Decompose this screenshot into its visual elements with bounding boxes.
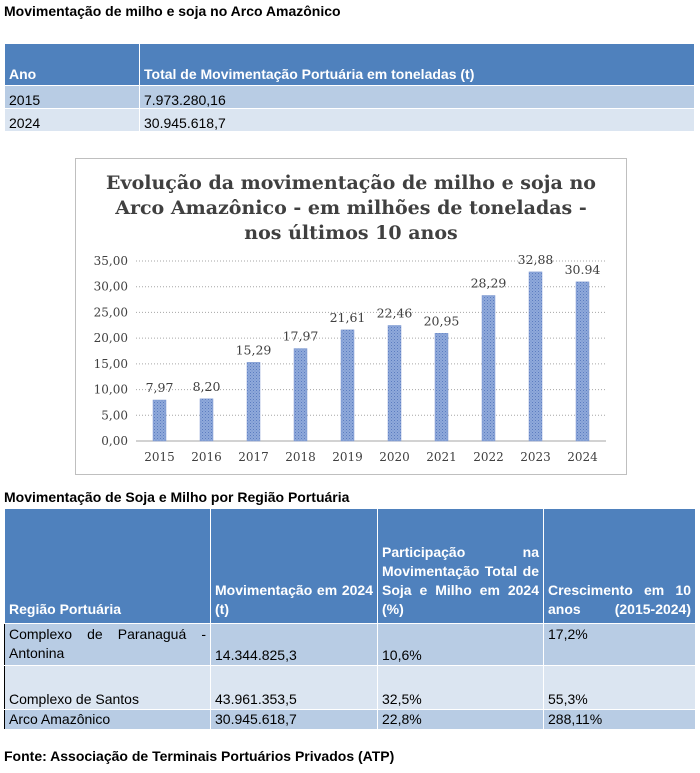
x-tick-label: 2015 bbox=[144, 450, 175, 464]
y-tick-label: 15,00 bbox=[94, 357, 128, 371]
data-label: 7,97 bbox=[146, 380, 174, 395]
y-tick-label: 30,00 bbox=[94, 280, 128, 294]
y-tick-label: 25,00 bbox=[94, 305, 128, 319]
x-tick-label: 2021 bbox=[426, 450, 457, 464]
bar bbox=[152, 399, 167, 442]
data-label: 21,61 bbox=[330, 310, 366, 325]
header-share: Participação na Movimentação Total de So… bbox=[377, 508, 544, 624]
x-tick-label: 2024 bbox=[567, 450, 598, 464]
cell-growth: 55,3% bbox=[543, 665, 696, 710]
page-title: Movimentação de milho e soja no Arco Ama… bbox=[4, 3, 341, 19]
data-label: 32,88 bbox=[518, 252, 554, 267]
port-region-table: Região Portuária Movimentação em 2024 (t… bbox=[4, 508, 696, 730]
header-growth: Crescimento em 10 anos (2015-2024) bbox=[543, 508, 696, 624]
bar-chart: Evolução da movimentação de milho e soja… bbox=[75, 158, 627, 475]
data-label: 20,95 bbox=[424, 313, 460, 328]
header-region: Região Portuária bbox=[4, 508, 211, 624]
table-row: 2024 30.945.618,7 bbox=[4, 108, 695, 132]
cell-region: Arco Amazônico bbox=[4, 709, 211, 730]
bar bbox=[293, 348, 308, 442]
table-header-row: Ano Total de Movimentação Portuária em t… bbox=[4, 43, 695, 86]
x-tick-label: 2018 bbox=[285, 450, 316, 464]
cell-year: 2024 bbox=[4, 108, 140, 132]
x-tick-label: 2019 bbox=[332, 450, 363, 464]
chart-title: Evolução da movimentação de milho e soja… bbox=[76, 171, 626, 246]
cell-total: 7.973.280,16 bbox=[139, 85, 695, 109]
bar bbox=[434, 333, 449, 442]
cell-growth: 288,11% bbox=[543, 709, 696, 730]
table-row: Arco Amazônico 30.945.618,7 22,8% 288,11… bbox=[4, 709, 696, 730]
y-tick-label: 20,00 bbox=[94, 331, 128, 345]
chart-title-line: Arco Amazônico - em milhões de toneladas… bbox=[115, 197, 587, 219]
data-label: 8,20 bbox=[193, 379, 221, 394]
source-note: Fonte: Associação de Terminais Portuário… bbox=[4, 748, 395, 764]
y-tick-label: 0,00 bbox=[101, 434, 128, 448]
data-label: 15,29 bbox=[236, 342, 272, 357]
cell-movement: 14.344.825,3 bbox=[210, 623, 378, 666]
data-label: 17,97 bbox=[283, 329, 319, 344]
cell-region: Complexo de Paranaguá - Antonina bbox=[4, 623, 211, 666]
header-total: Total de Movimentação Portuária em tonel… bbox=[139, 43, 695, 86]
bar bbox=[340, 329, 355, 442]
table-row: 2015 7.973.280,16 bbox=[4, 85, 695, 109]
cell-region: Complexo de Santos bbox=[4, 665, 211, 710]
cell-total: 30.945.618,7 bbox=[139, 108, 695, 132]
table-row: Complexo de Santos 43.961.353,5 32,5% 55… bbox=[4, 665, 696, 710]
bar bbox=[246, 362, 261, 442]
header-movement: Movimentação em 2024 (t) bbox=[210, 508, 378, 624]
bar bbox=[481, 295, 496, 442]
table-header-row: Região Portuária Movimentação em 2024 (t… bbox=[4, 508, 696, 624]
bar bbox=[575, 281, 590, 442]
y-tick-label: 5,00 bbox=[101, 408, 128, 422]
x-tick-label: 2022 bbox=[473, 450, 504, 464]
cell-movement: 30.945.618,7 bbox=[210, 709, 378, 730]
x-tick-label: 2017 bbox=[238, 450, 269, 464]
header-year: Ano bbox=[4, 43, 140, 86]
chart-plot: 0,00 5,00 10,00 15,00 20,00 25,00 30,00 35,00 7,… bbox=[94, 252, 606, 464]
data-label: 22,46 bbox=[377, 305, 413, 320]
cell-share: 10,6% bbox=[377, 623, 544, 666]
bar bbox=[528, 271, 543, 442]
table-row: Complexo de Paranaguá - Antonina 14.344.… bbox=[4, 623, 696, 666]
cell-movement: 43.961.353,5 bbox=[210, 665, 378, 710]
cell-share: 32,5% bbox=[377, 665, 544, 710]
cell-share: 22,8% bbox=[377, 709, 544, 730]
x-tick-label: 2016 bbox=[191, 450, 222, 464]
data-label: 28,29 bbox=[471, 276, 507, 291]
bar bbox=[387, 325, 402, 442]
yearly-total-table: Ano Total de Movimentação Portuária em t… bbox=[4, 43, 695, 132]
cell-growth: 17,2% bbox=[543, 623, 696, 666]
x-tick-label: 2020 bbox=[379, 450, 410, 464]
chart-title-line: nos últimos 10 anos bbox=[244, 222, 458, 244]
y-tick-label: 35,00 bbox=[94, 254, 128, 268]
data-label: 30.94 bbox=[565, 262, 601, 277]
cell-year: 2015 bbox=[4, 85, 140, 109]
x-tick-label: 2023 bbox=[520, 450, 551, 464]
y-tick-label: 10,00 bbox=[94, 383, 128, 397]
bar bbox=[199, 398, 214, 442]
chart-title-line: Evolução da movimentação de milho e soja… bbox=[106, 172, 596, 194]
section-title: Movimentação de Soja e Milho por Região … bbox=[4, 489, 350, 505]
